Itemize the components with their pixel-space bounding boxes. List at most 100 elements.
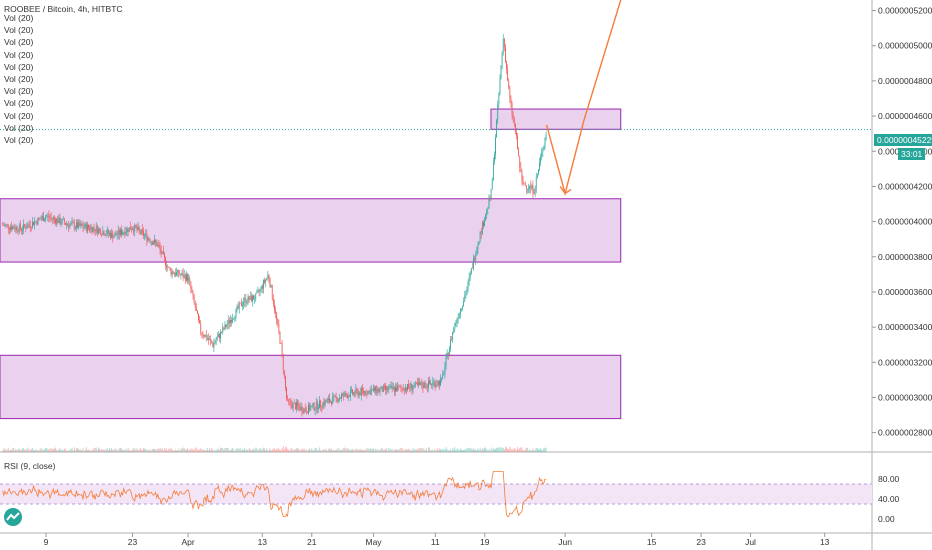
candle-body <box>436 384 438 386</box>
candle-body <box>138 226 140 231</box>
volume-bar <box>429 447 430 452</box>
volume-bar <box>215 450 217 452</box>
indicator-label: Vol (20) <box>4 122 34 133</box>
candle-body <box>439 381 440 386</box>
volume-bar <box>326 450 328 452</box>
candle-body <box>197 310 198 314</box>
candle-body <box>325 400 327 403</box>
volume-bar <box>478 450 480 452</box>
volume-bar <box>194 447 196 452</box>
volume-bar <box>348 449 350 452</box>
candle-body <box>388 387 390 391</box>
volume-bar <box>17 448 19 452</box>
candle-body <box>392 386 394 389</box>
candle-body <box>315 401 317 409</box>
candle-body <box>145 233 147 236</box>
candle-body <box>462 306 463 309</box>
candle-body <box>358 392 360 396</box>
volume-bar <box>484 447 485 452</box>
tradingview-logo-icon[interactable] <box>4 508 22 526</box>
volume-bar <box>368 448 370 452</box>
candle-body <box>322 402 324 408</box>
candle-body <box>483 222 484 226</box>
volume-bar <box>43 450 44 452</box>
volume-bar <box>369 448 371 452</box>
candle-body <box>120 229 121 235</box>
candle-body <box>517 136 518 150</box>
candle-body <box>194 302 196 309</box>
volume-bar <box>132 449 133 452</box>
volume-bar <box>536 448 538 452</box>
candle-body <box>67 223 69 225</box>
candle-body <box>381 386 383 392</box>
volume-bar <box>436 448 438 452</box>
candle-body <box>72 222 74 224</box>
candle-body <box>373 387 374 390</box>
candle-body <box>121 229 122 235</box>
volume-bar <box>115 448 117 452</box>
candle-body <box>345 392 347 396</box>
candle-body <box>266 277 268 280</box>
volume-bar <box>61 449 63 452</box>
volume-bar <box>139 447 141 452</box>
candle-group <box>2 34 547 452</box>
candle-body <box>160 249 162 254</box>
volume-bar <box>439 448 440 452</box>
volume-bar <box>264 448 265 452</box>
candle-body <box>368 390 370 391</box>
candle-body <box>47 215 49 217</box>
volume-bar <box>496 447 498 452</box>
candle-body <box>100 229 102 235</box>
candle-body <box>455 322 457 324</box>
volume-bar <box>487 450 489 452</box>
candle-body <box>156 242 158 247</box>
volume-bar <box>70 448 72 452</box>
candle-body <box>407 383 408 390</box>
candle-body <box>184 274 186 281</box>
candle-body <box>535 177 537 189</box>
candle-body <box>150 241 152 243</box>
candle-body <box>107 229 109 234</box>
candle-body <box>247 296 249 303</box>
volume-bar <box>168 448 170 452</box>
volume-bar <box>453 449 455 452</box>
volume-bar <box>89 450 91 452</box>
volume-bar <box>279 449 281 452</box>
volume-bar <box>485 447 487 452</box>
volume-bar <box>309 448 311 452</box>
candle-body <box>272 298 274 305</box>
volume-bar <box>244 447 246 452</box>
candle-body <box>371 389 373 391</box>
volume-bar <box>377 448 379 452</box>
volume-bar <box>47 448 49 452</box>
candle-body <box>89 227 91 230</box>
volume-bar <box>495 448 496 452</box>
candle-body <box>153 243 154 245</box>
volume-bar <box>227 448 229 452</box>
rsi-tick-label: 80.00 <box>878 474 900 484</box>
volume-bar <box>57 450 59 452</box>
candle-body <box>533 193 535 194</box>
volume-bar <box>399 448 401 452</box>
candle-body <box>104 235 106 236</box>
volume-bar <box>34 450 36 452</box>
rsi-tick-label: 0.00 <box>878 514 895 524</box>
candle-body <box>235 308 237 318</box>
candle-body <box>446 353 448 359</box>
volume-bar <box>331 448 333 452</box>
candle-body <box>230 320 231 324</box>
candle-body <box>165 257 166 266</box>
volume-bar <box>136 448 138 452</box>
candle-body <box>283 370 285 377</box>
candle-body <box>4 224 6 226</box>
volume-bar <box>190 449 192 452</box>
candle-body <box>173 273 175 275</box>
volume-bar <box>124 449 126 452</box>
volume-bar <box>433 450 435 452</box>
volume-bar <box>498 446 500 452</box>
volume-bar <box>293 449 295 452</box>
x-tick-label: 19 <box>480 537 490 547</box>
volume-bar <box>8 450 10 452</box>
candle-body <box>376 386 378 394</box>
